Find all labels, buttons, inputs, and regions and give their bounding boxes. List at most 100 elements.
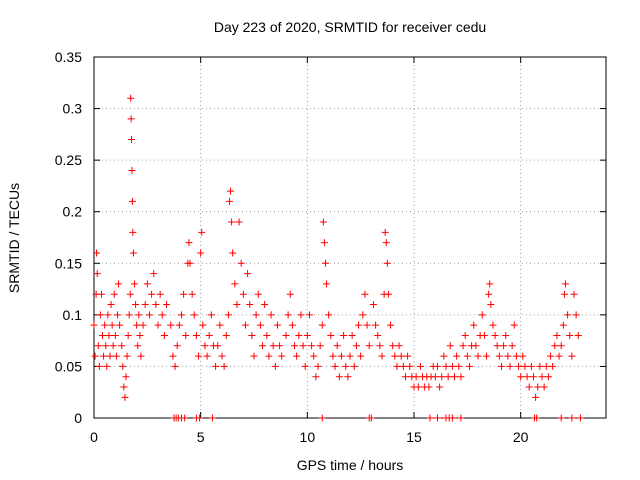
data-point bbox=[551, 342, 559, 350]
data-point bbox=[95, 362, 103, 370]
data-point bbox=[404, 352, 412, 360]
data-point bbox=[383, 259, 391, 267]
data-point bbox=[533, 414, 541, 422]
data-point bbox=[288, 321, 296, 329]
data-point bbox=[472, 342, 480, 350]
data-point bbox=[122, 373, 130, 381]
data-point bbox=[276, 342, 284, 350]
data-point bbox=[102, 342, 110, 350]
data-point bbox=[188, 290, 196, 298]
data-point bbox=[112, 352, 120, 360]
data-point bbox=[314, 362, 322, 370]
data-point bbox=[393, 362, 401, 370]
data-point bbox=[391, 352, 399, 360]
data-point bbox=[116, 321, 124, 329]
data-point bbox=[126, 290, 134, 298]
data-point bbox=[329, 352, 337, 360]
data-point bbox=[228, 218, 236, 226]
data-point bbox=[282, 331, 290, 339]
data-point bbox=[103, 362, 111, 370]
x-tick-label: 20 bbox=[513, 429, 529, 445]
data-point bbox=[254, 290, 262, 298]
data-point bbox=[453, 352, 461, 360]
data-point bbox=[406, 362, 414, 370]
data-point bbox=[384, 290, 392, 298]
data-point bbox=[129, 228, 137, 236]
data-point bbox=[527, 362, 535, 370]
data-point bbox=[529, 373, 537, 381]
data-point bbox=[508, 342, 516, 350]
data-point bbox=[128, 197, 136, 205]
data-point bbox=[431, 373, 439, 381]
data-point bbox=[133, 321, 141, 329]
data-point bbox=[218, 352, 226, 360]
y-tick-label: 0.35 bbox=[55, 49, 82, 65]
data-point bbox=[547, 352, 555, 360]
y-tick-label: 0.1 bbox=[63, 307, 83, 323]
data-point bbox=[378, 352, 386, 360]
data-point bbox=[521, 362, 529, 370]
data-point bbox=[305, 311, 313, 319]
grid-lines bbox=[94, 57, 606, 418]
data-point bbox=[185, 239, 193, 247]
data-point bbox=[448, 414, 456, 422]
data-point bbox=[181, 414, 189, 422]
data-point bbox=[97, 290, 105, 298]
data-point bbox=[182, 331, 190, 339]
data-point bbox=[504, 352, 512, 360]
data-point bbox=[108, 321, 116, 329]
data-point bbox=[160, 331, 168, 339]
data-point bbox=[387, 321, 395, 329]
data-point bbox=[241, 321, 249, 329]
data-point bbox=[141, 301, 149, 309]
data-point bbox=[263, 331, 271, 339]
data-point bbox=[532, 393, 540, 401]
data-point bbox=[572, 311, 580, 319]
data-point bbox=[463, 352, 471, 360]
data-point bbox=[284, 311, 292, 319]
data-point bbox=[118, 342, 126, 350]
data-point bbox=[152, 301, 160, 309]
data-point bbox=[271, 362, 279, 370]
data-point bbox=[303, 331, 311, 339]
data-point bbox=[337, 352, 345, 360]
data-point bbox=[259, 342, 267, 350]
data-point bbox=[246, 301, 254, 309]
data-point bbox=[426, 414, 434, 422]
data-point bbox=[374, 331, 382, 339]
data-point bbox=[564, 311, 572, 319]
data-point bbox=[256, 321, 264, 329]
data-point bbox=[416, 362, 424, 370]
data-point bbox=[412, 373, 420, 381]
data-point bbox=[301, 362, 309, 370]
data-point bbox=[515, 362, 523, 370]
data-point bbox=[457, 414, 465, 422]
data-point bbox=[197, 249, 205, 257]
data-point bbox=[446, 342, 454, 350]
data-point bbox=[397, 352, 405, 360]
data-point bbox=[502, 331, 510, 339]
data-point bbox=[99, 331, 107, 339]
data-point bbox=[321, 259, 329, 267]
data-point bbox=[470, 321, 478, 329]
data-point bbox=[357, 352, 365, 360]
data-point bbox=[132, 301, 140, 309]
data-point bbox=[199, 321, 207, 329]
data-point bbox=[196, 414, 204, 422]
data-point bbox=[542, 362, 550, 370]
data-point bbox=[125, 311, 133, 319]
data-point bbox=[459, 342, 467, 350]
data-point bbox=[115, 280, 123, 288]
data-point bbox=[325, 311, 333, 319]
tick-labels: 0 5 10 15 20 0 0.05 0.1 0.15 0.2 0.25 0.3 0.35 bbox=[55, 49, 529, 445]
data-point bbox=[549, 362, 557, 370]
data-point bbox=[128, 136, 136, 144]
data-point bbox=[433, 362, 441, 370]
data-point bbox=[574, 331, 582, 339]
data-point bbox=[106, 352, 114, 360]
data-point bbox=[497, 362, 505, 370]
data-points bbox=[90, 94, 584, 422]
data-point bbox=[465, 362, 473, 370]
data-point bbox=[295, 331, 303, 339]
